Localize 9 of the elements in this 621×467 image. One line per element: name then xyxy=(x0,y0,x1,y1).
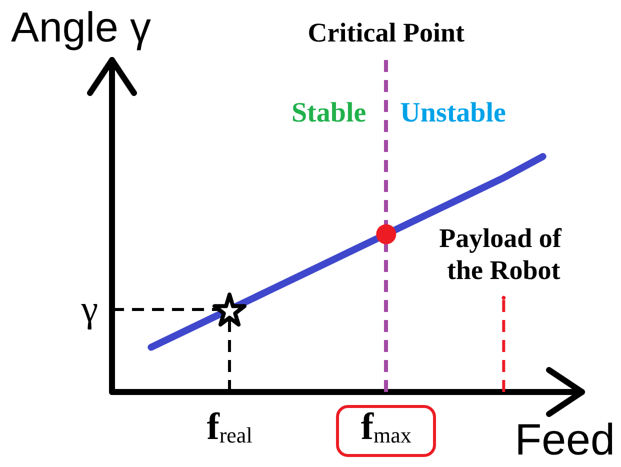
x-tick-label: fmax xyxy=(360,406,412,448)
y-axis-title: Angle γ xyxy=(10,4,152,50)
x-tick-label: freal xyxy=(206,406,252,448)
text: Unstable xyxy=(400,98,506,128)
x-axis-title: Feed xyxy=(514,416,615,464)
text: Stable xyxy=(291,98,366,128)
series-label: Payload of the Robot xyxy=(439,222,568,285)
legend-label: γ xyxy=(80,288,98,331)
ref-line-label: Critical Point xyxy=(308,18,465,48)
